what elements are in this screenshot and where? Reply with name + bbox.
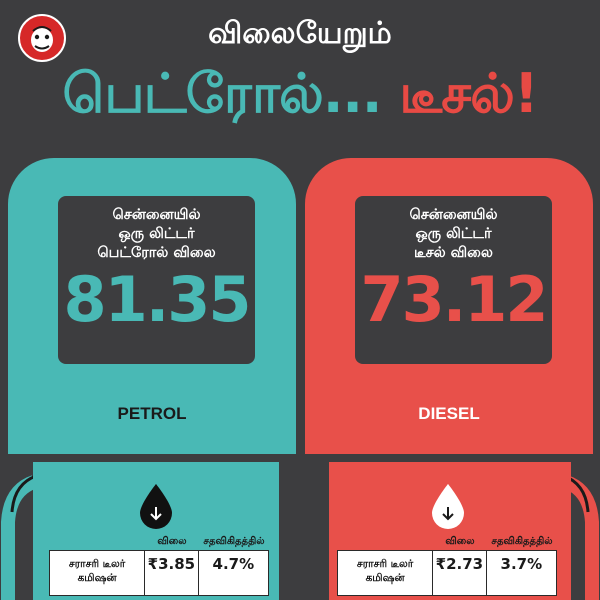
petrol-caption-line1: சென்னையில் (112, 207, 201, 223)
petrol-caption-line2: ஒரு லிட்டர் (118, 226, 195, 242)
petrol-caption: சென்னையில் ஒரு லிட்டர் பெட்ரோல் விலை (58, 206, 255, 263)
row-name-line2: கமிஷன் (365, 572, 405, 584)
row-value: ₹3.85 (145, 551, 199, 595)
diesel-pump-base: விலை சதவிகிதத்தில் சராசரி டீலர் கமிஷன் ₹… (329, 462, 571, 600)
col-percent-header: சதவிகிதத்தில் (491, 536, 553, 547)
petrol-caption-line3: பெட்ரோல் விலை (97, 245, 216, 261)
diesel-caption: சென்னையில் ஒரு லிட்டர் டீசல் விலை (355, 206, 552, 263)
table-row: சராசரி டீலர் கமிஷன் ₹3.85 4.7% (49, 550, 269, 596)
diesel-label: DIESEL (418, 404, 480, 423)
diesel-commission-table: விலை சதவிகிதத்தில் சராசரி டீலர் கமிஷன் ₹… (337, 532, 557, 596)
row-name-line2: கமிஷன் (77, 572, 117, 584)
row-value: ₹2.73 (433, 551, 487, 595)
row-name-line1: சராசரி டீலர் (68, 558, 126, 570)
petrol-price: 81.35 (63, 263, 251, 336)
diesel-price: 73.12 (360, 263, 548, 336)
petrol-pump-base: விலை சதவிகிதத்தில் சராசரி டீலர் கமிஷன் ₹… (33, 462, 279, 600)
row-percent: 4.7% (212, 555, 255, 573)
row-name-line1: சராசரி டீலர் (356, 558, 414, 570)
petrol-hose (0, 474, 37, 600)
brand-logo (18, 14, 66, 62)
headline-diesel: டீசல்! (399, 62, 538, 125)
diesel-caption-line2: ஒரு லிட்டர் (415, 226, 492, 242)
diesel-caption-line1: சென்னையில் (409, 207, 498, 223)
headline: பெட்ரோல்... டீசல்! (0, 62, 600, 133)
table-row: சராசரி டீலர் கமிஷன் ₹2.73 3.7% (337, 550, 557, 596)
col-price-header: விலை (445, 536, 475, 547)
petrol-commission-table: விலை சதவிகிதத்தில் சராசரி டீலர் கமிஷன் ₹… (49, 532, 269, 596)
water-drop-icon (432, 484, 464, 529)
headline-petrol: பெட்ரோல்... (62, 62, 382, 125)
diesel-price-screen: சென்னையில் ஒரு லிட்டர் டீசல் விலை 73.12 (355, 196, 552, 364)
oil-drop-icon (140, 484, 172, 529)
page-title: விலையேறும் (208, 16, 392, 51)
diesel-pump: சென்னையில் ஒரு லிட்டர் டீசல் விலை 73.12 … (305, 158, 593, 454)
row-name: சராசரி டீலர் கமிஷன் (338, 551, 434, 595)
petrol-price-screen: சென்னையில் ஒரு லிட்டர் பெட்ரோல் விலை 81.… (58, 196, 255, 364)
diesel-caption-line3: டீசல் விலை (414, 245, 493, 261)
col-price-header: விலை (157, 536, 187, 547)
petrol-pump: சென்னையில் ஒரு லிட்டர் பெட்ரோல் விலை 81.… (8, 158, 296, 454)
petrol-label: PETROL (117, 404, 187, 423)
row-percent: 3.7% (500, 555, 543, 573)
col-percent-header: சதவிகிதத்தில் (203, 536, 265, 547)
row-name: சராசரி டீலர் கமிஷன் (50, 551, 146, 595)
